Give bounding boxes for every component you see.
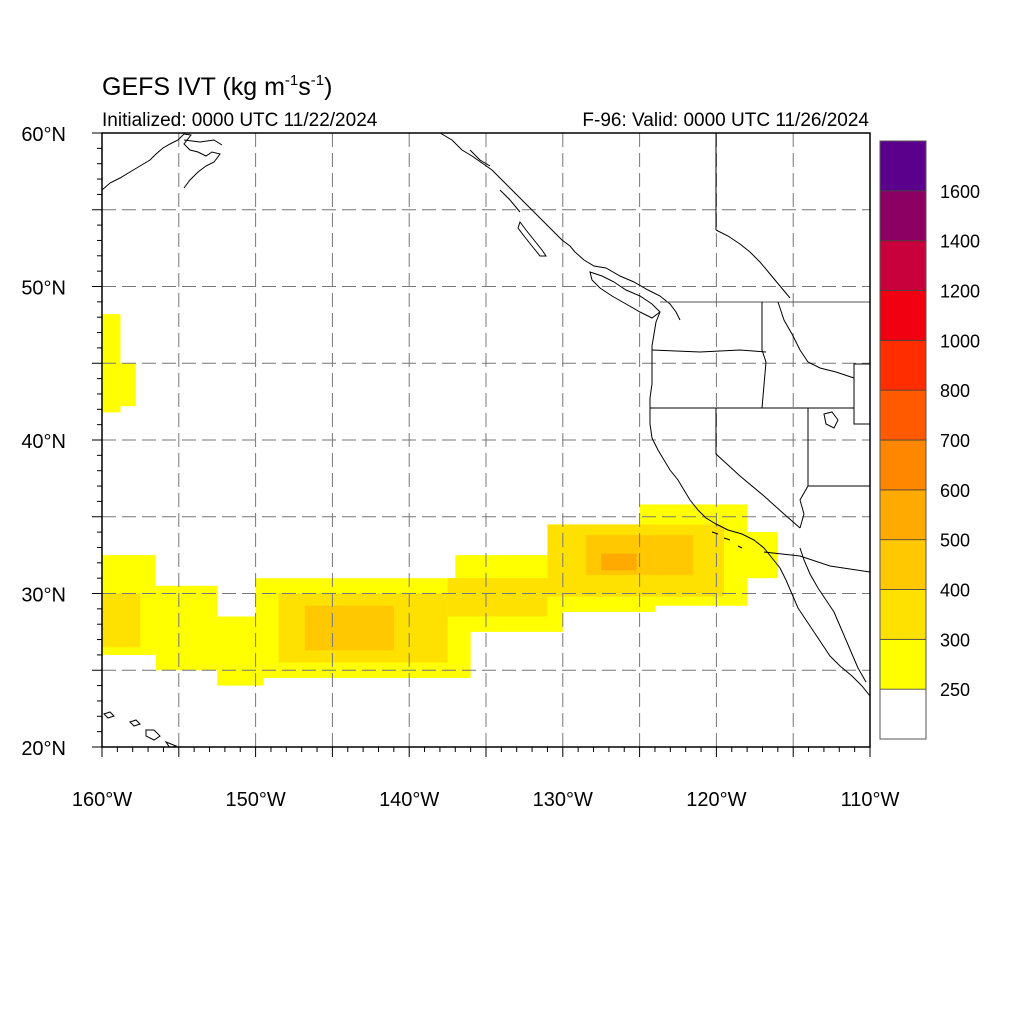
ivt-cell <box>155 585 218 671</box>
lat-tick-label: 30°N <box>21 585 66 607</box>
lon-tick-label: 160°W <box>72 789 132 811</box>
initialized-time: Initialized: 0000 UTC 11/22/2024 <box>102 110 378 131</box>
latitude-labels: 60°N 50°N 40°N 30°N 20°N <box>21 124 66 760</box>
lat-tick-label: 20°N <box>21 738 66 760</box>
longitude-labels: 160°W 150°W 140°W 130°W 120°W 110°W <box>72 789 900 811</box>
colorbar-swatch <box>879 389 927 441</box>
plot-title: GEFS IVT (kg m-1s-1) <box>102 72 333 101</box>
lat-lon-grid <box>102 133 870 747</box>
az-border <box>799 485 870 529</box>
colorbar-swatch <box>879 240 927 291</box>
colorbar-label: 250 <box>940 680 970 700</box>
colorbar-label: 400 <box>940 581 970 601</box>
axis-ticks <box>92 132 871 757</box>
lon-tick-label: 120°W <box>686 789 746 811</box>
colorbar-swatch <box>879 688 927 740</box>
colorbar-label: 700 <box>940 431 970 451</box>
ivt-cell <box>447 578 548 617</box>
colorbar-label: 1000 <box>940 331 980 351</box>
ivt-cell <box>601 553 637 571</box>
colorbar-swatch <box>879 638 927 690</box>
valid-time: F-96: Valid: 0000 UTC 11/26/2024 <box>582 110 869 131</box>
alaska-panhandle-coastline <box>439 133 576 253</box>
ivt-cell <box>731 532 778 579</box>
colorbar-swatch <box>879 290 927 341</box>
colorbar-swatch <box>879 589 927 640</box>
ivt-cell <box>120 363 136 407</box>
ivt-cell <box>304 605 394 651</box>
ca-nv-border <box>715 408 801 529</box>
colorbar-swatch <box>879 140 927 192</box>
political-borders <box>650 133 870 573</box>
bc-coastline <box>574 251 681 321</box>
colorbar-label: 800 <box>940 381 970 401</box>
lon-tick-label: 130°W <box>533 789 593 811</box>
colorbar-swatch <box>879 190 927 242</box>
wa-or-border <box>651 349 767 353</box>
colorbar: 250 300 400 500 600 700 800 1000 1200 1400 1600 <box>879 140 980 740</box>
colorbar-label: 500 <box>940 531 970 551</box>
ivt-shading <box>102 314 778 686</box>
bc-alberta-border <box>715 229 791 299</box>
haida-gwaii-coastline <box>517 220 547 257</box>
id-border <box>761 302 767 409</box>
gulf-of-california-coastline <box>799 547 867 683</box>
mt-id-border <box>777 301 870 379</box>
lat-tick-label: 60°N <box>21 124 66 146</box>
vancouver-island-coastline <box>589 271 661 319</box>
lon-tick-label: 110°W <box>841 789 900 811</box>
colorbar-label: 1400 <box>940 232 980 252</box>
wy-border <box>853 364 870 425</box>
colorbar-label: 1200 <box>940 282 980 302</box>
coastlines <box>102 133 870 747</box>
lat-tick-label: 40°N <box>21 431 66 453</box>
ivt-cell <box>102 593 141 648</box>
us-mexico-border <box>763 551 870 573</box>
colorbar-label: 600 <box>940 481 970 501</box>
channel-islands <box>711 531 743 549</box>
alaska-coastline <box>102 133 223 191</box>
colorbar-label: 1600 <box>940 182 980 202</box>
colorbar-swatch <box>879 439 927 491</box>
colorbar-label: 300 <box>940 630 970 650</box>
great-salt-lake <box>823 411 839 429</box>
us-west-coastline <box>649 311 870 697</box>
colorbar-frame <box>879 140 927 740</box>
colorbar-swatch <box>879 339 927 391</box>
colorbar-swatch <box>879 489 927 541</box>
lat-tick-label: 50°N <box>21 278 66 300</box>
lon-tick-label: 140°W <box>379 789 439 811</box>
hawaii-islands <box>103 711 178 747</box>
colorbar-swatch <box>879 539 927 590</box>
lon-tick-label: 150°W <box>225 789 285 811</box>
